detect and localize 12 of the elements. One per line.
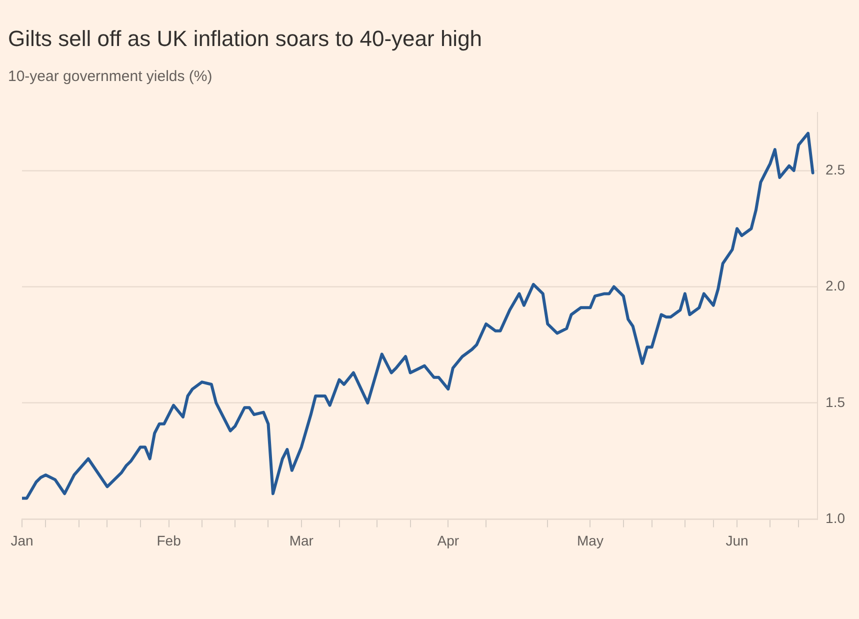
x-tick-label: Apr: [437, 532, 460, 548]
y-tick-label: 1.5: [826, 394, 846, 410]
x-tick-label: Mar: [289, 532, 314, 548]
chart-title: Gilts sell off as UK inflation soars to 40-year high: [8, 26, 482, 52]
x-tick-label: Jun: [726, 532, 748, 548]
x-tick-label: May: [577, 532, 604, 548]
y-tick-label: 2.5: [826, 161, 846, 178]
y-tick-label: 1.0: [826, 510, 846, 526]
x-tick-label: Feb: [156, 532, 182, 548]
y-tick-label: 2.0: [826, 278, 846, 294]
chart-subtitle: 10-year government yields (%): [8, 68, 212, 85]
x-tick-label: Jan: [10, 532, 34, 548]
